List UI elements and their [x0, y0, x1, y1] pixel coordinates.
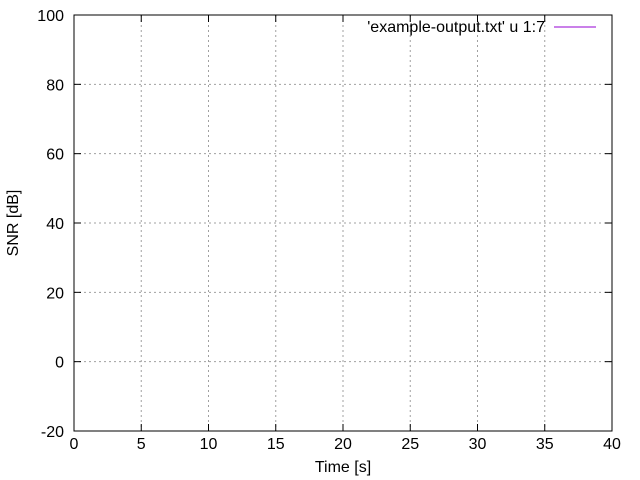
x-tick-label: 40	[603, 436, 621, 453]
y-tick-label: 60	[46, 147, 64, 164]
y-tick-label: 100	[37, 8, 64, 25]
x-tick-label: 10	[200, 436, 218, 453]
y-tick-label: 20	[46, 285, 64, 302]
x-tick-label: 30	[469, 436, 487, 453]
x-tick-label: 0	[70, 436, 79, 453]
x-tick-label: 5	[137, 436, 146, 453]
y-tick-label: -20	[41, 424, 64, 441]
y-tick-label: 40	[46, 216, 64, 233]
legend-entry-label: 'example-output.txt' u 1:7	[367, 19, 545, 36]
y-tick-label: 80	[46, 77, 64, 94]
y-axis-label: SNR [dB]	[5, 190, 22, 257]
y-tick-label: 0	[55, 355, 64, 372]
x-axis-ticks: 0 5 10 15 20 25 30 35 40	[70, 15, 621, 453]
y-axis-ticks: -20 0 20 40 60 80 100	[37, 8, 612, 441]
x-axis-label: Time [s]	[315, 459, 371, 476]
legend: 'example-output.txt' u 1:7	[367, 19, 596, 36]
x-tick-label: 25	[401, 436, 419, 453]
grid-lines	[74, 15, 612, 431]
x-tick-label: 20	[334, 436, 352, 453]
x-tick-label: 35	[536, 436, 554, 453]
x-tick-label: 15	[267, 436, 285, 453]
